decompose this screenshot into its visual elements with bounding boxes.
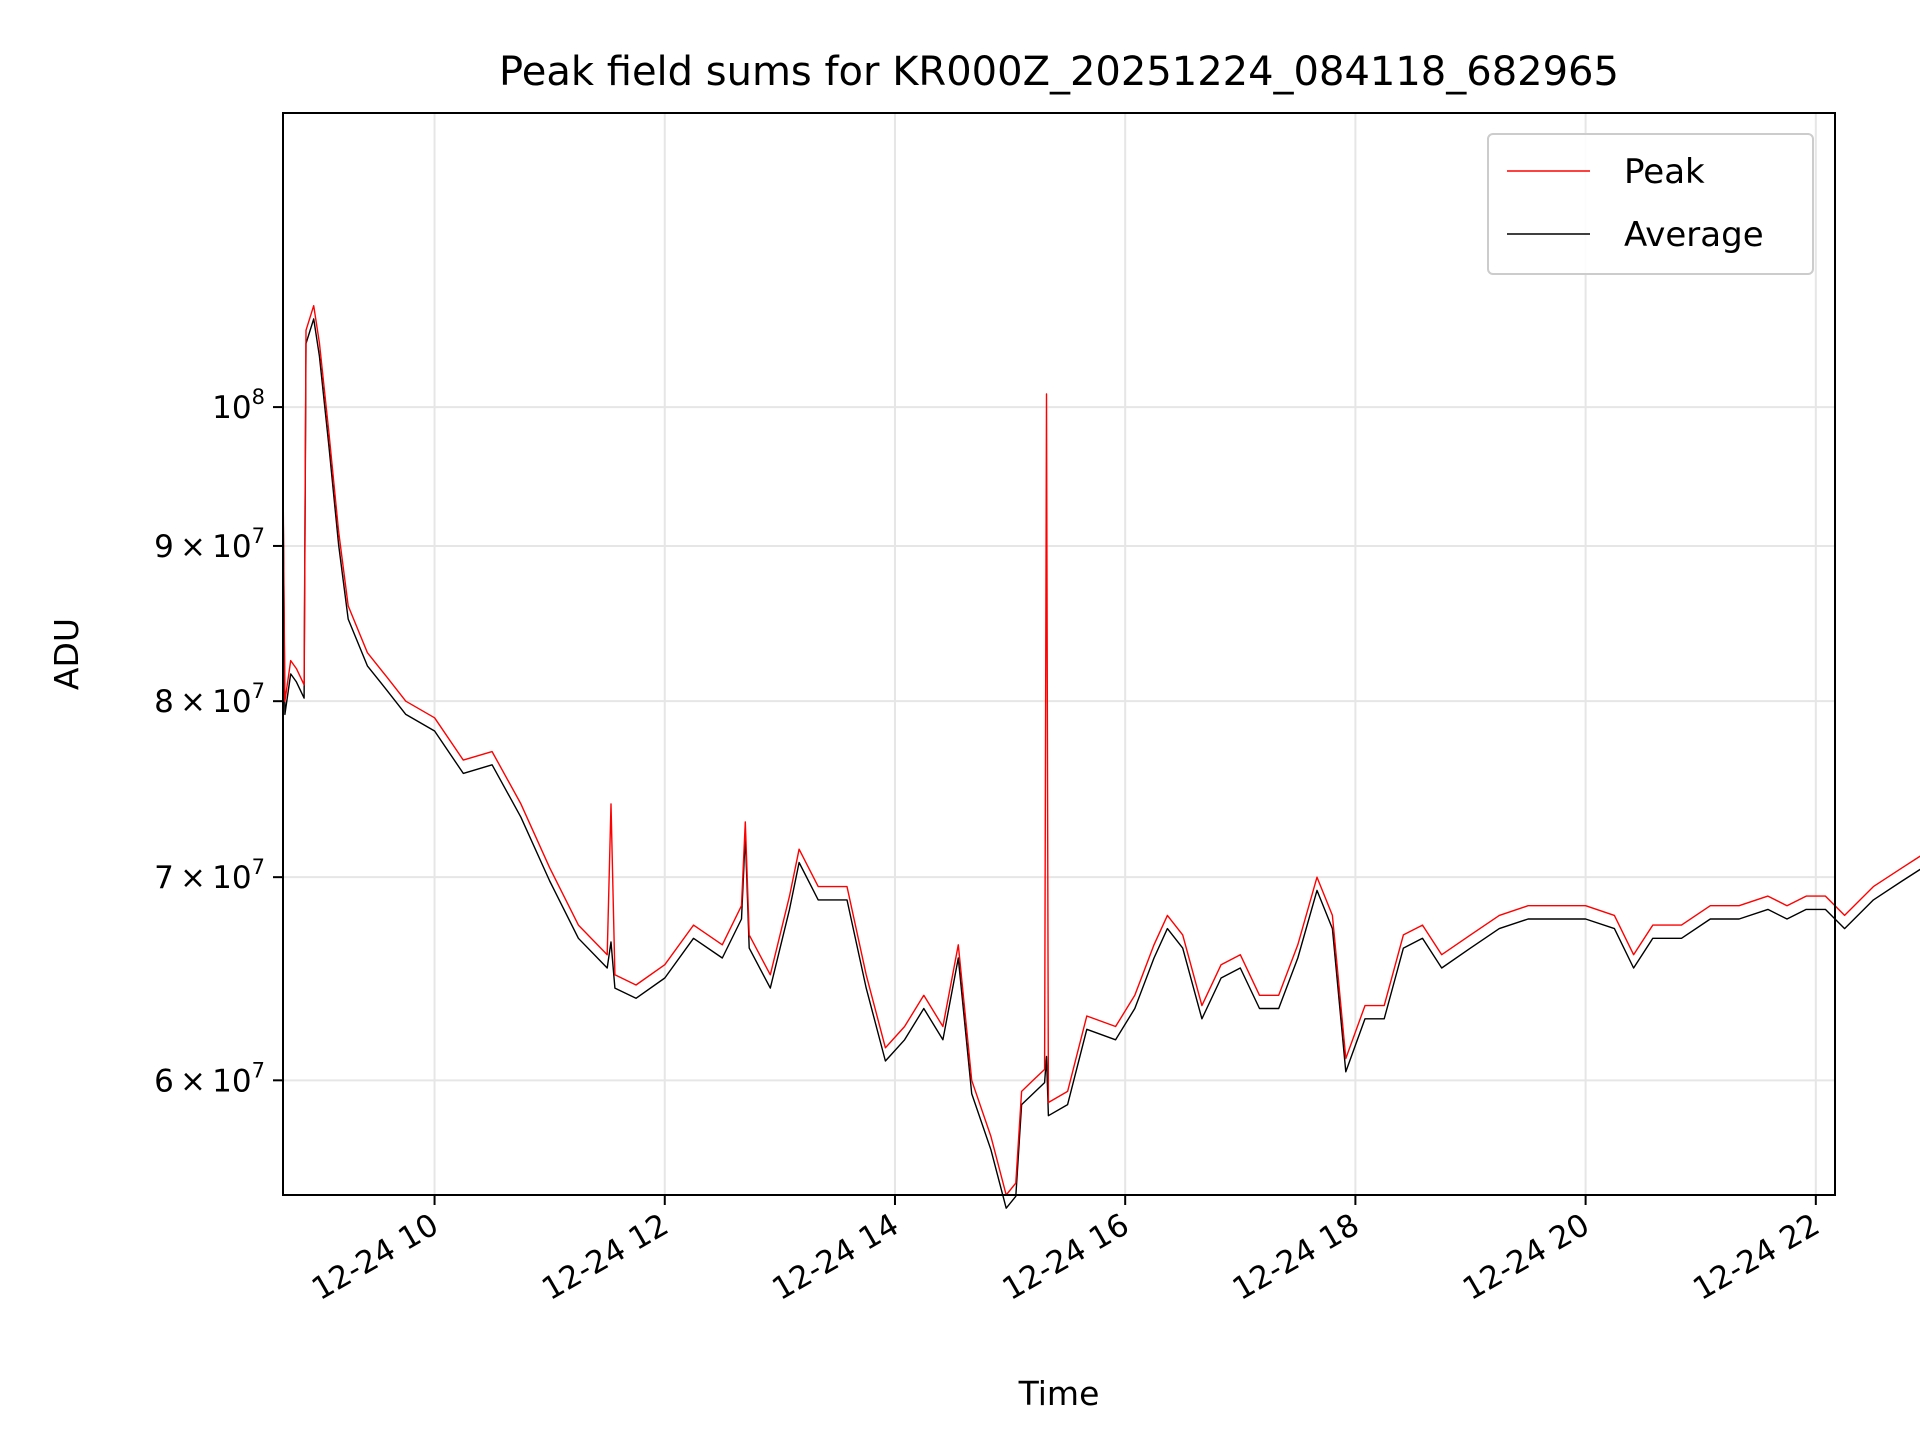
x-tick-label: 12-24 14 [766,1207,905,1308]
legend-box [1487,133,1814,275]
plot-frame [282,112,1836,1196]
axis-layer: 12-24 10 12-24 12 12-24 14 12-24 16 12-24 18… [154,385,1826,1308]
legend-peak-label: Peak [1624,152,1705,192]
average-series-line [282,318,1920,1209]
peak-series-line [282,305,1920,1196]
x-tick-label: 12-24 10 [306,1207,445,1308]
y-tick-label: 8 × 107 [154,679,265,720]
y-tick-label: 7 × 107 [154,855,265,896]
x-tick-label: 12-24 12 [536,1207,675,1308]
legend-average-label: Average [1624,215,1764,255]
y-axis-title: ADU [47,618,86,690]
y-tick-label: 6 × 107 [154,1058,265,1099]
chart-title: Peak field sums for KR000Z_20251224_0841… [499,49,1619,95]
x-tick-label: 12-24 18 [1227,1207,1366,1308]
y-tick-label: 108 [212,385,265,426]
grid-layer [283,113,1835,1195]
series-layer [282,305,1920,1209]
x-tick-label: 12-24 22 [1687,1207,1826,1308]
x-tick-label: 12-24 16 [996,1207,1135,1308]
y-tick-label: 9 × 107 [154,524,265,565]
x-axis-title: Time [1018,1374,1100,1413]
legend: Peak Average [1487,133,1814,275]
x-tick-label: 12-24 20 [1457,1207,1596,1308]
